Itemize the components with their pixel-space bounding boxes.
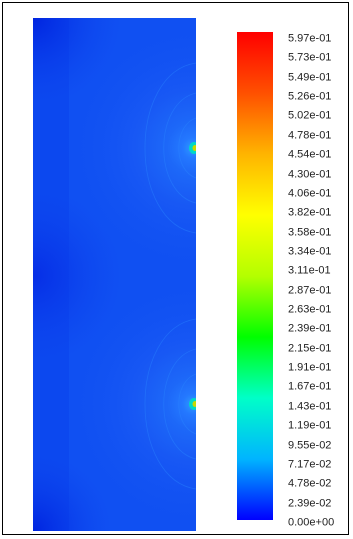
colorbar-label: 1.91e-01 [288,361,332,374]
isoline-bottom-1 [144,318,196,490]
isoline-top-3 [178,117,196,179]
colorbar-label: 4.78e-01 [288,129,332,142]
colorbar-label: 3.11e-01 [288,264,331,277]
isoline-bottom-2 [163,348,196,460]
colorbar-label: 5.26e-01 [288,90,332,103]
colorbar-label: 4.78e-02 [288,477,332,490]
colorbar-label: 7.17e-02 [288,458,332,471]
colorbar-label: 2.87e-01 [288,284,332,297]
colorbar-label: 1.43e-01 [288,400,332,413]
colorbar-label: 5.49e-01 [288,71,332,84]
colorbar-label: 2.15e-01 [288,342,332,355]
colorbar-label: 3.82e-01 [288,206,332,219]
isoline-top-2 [163,92,196,204]
colorbar-label: 5.02e-01 [288,109,332,122]
colorbar-label: 2.63e-01 [288,303,332,316]
colorbar [237,32,273,520]
colorbar-label: 5.97e-01 [288,32,332,45]
colorbar-label: 4.30e-01 [288,168,332,181]
isoline-bottom-3 [178,373,196,435]
hotspot-bottom-field [33,18,196,531]
colorbar-label: 2.39e-02 [288,497,332,510]
colorbar-label: 3.58e-01 [288,226,332,239]
contour-plot [33,18,196,531]
colorbar-gradient [237,32,273,520]
contour-isolines [144,62,196,490]
colorbar-label: 5.73e-01 [288,51,332,64]
colorbar-label: 1.19e-01 [288,419,332,432]
hotspot-top [189,142,196,154]
colorbar-label: 4.54e-01 [288,148,332,161]
colorbar-label: 9.55e-02 [288,439,332,452]
colorbar-label: 2.39e-01 [288,322,332,335]
hotspot-bottom [189,398,196,410]
colorbar-label: 3.34e-01 [288,245,332,258]
colorbar-label: 0.00e+00 [288,516,335,529]
colorbar-label: 1.67e-01 [288,380,332,393]
isoline-top-1 [144,62,196,234]
colorbar-label: 4.06e-01 [288,187,332,200]
figure-frame: 5.97e-01 5.73e-01 5.49e-01 5.26e-01 5.02e-01… [2,2,349,535]
